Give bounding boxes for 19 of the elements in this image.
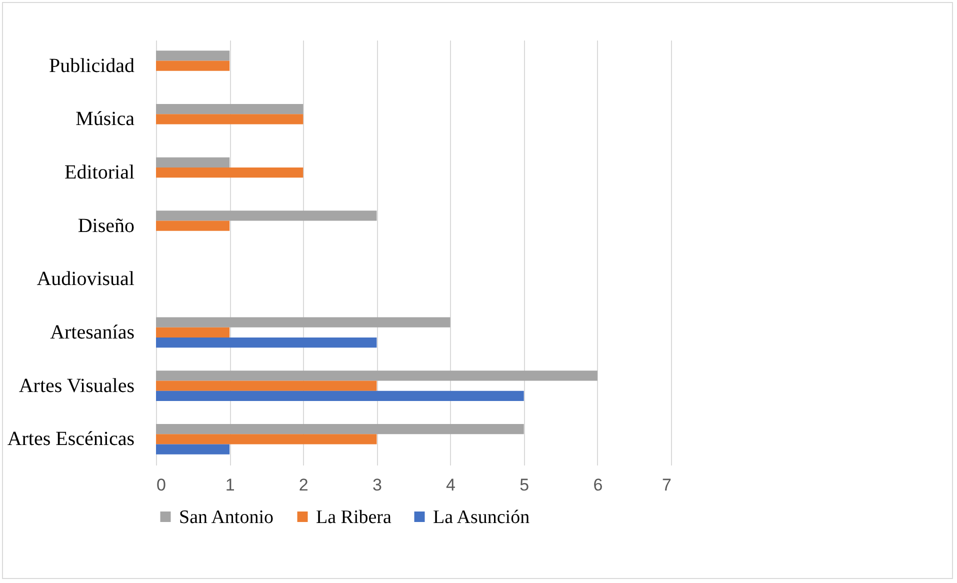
x-tick-label: 4: [446, 476, 456, 494]
y-tick-label: Música: [76, 108, 135, 130]
y-tick-label: Artesanías: [50, 321, 135, 344]
x-tick-label: 0: [156, 476, 166, 494]
y-tick-label: Audiovisual: [36, 268, 135, 290]
x-tick-label: 6: [593, 476, 603, 494]
legend-label: La Ribera: [316, 506, 392, 528]
legend-label: San Antonio: [179, 506, 274, 528]
x-tick-label: 1: [225, 476, 235, 494]
x-tick-label: 5: [520, 476, 530, 494]
x-tick-label: 2: [298, 476, 308, 494]
y-tick-label: Editorial: [64, 162, 135, 184]
legend-label: La Asunción: [433, 506, 530, 528]
x-tick-label: 3: [372, 476, 382, 494]
y-tick-label: Artes Visuales: [18, 374, 135, 397]
y-tick-label: Artes Escénicas: [7, 428, 135, 450]
y-tick-label: Publicidad: [48, 54, 134, 77]
y-tick-label: Diseño: [78, 214, 134, 237]
x-tick-label: 7: [662, 476, 672, 494]
